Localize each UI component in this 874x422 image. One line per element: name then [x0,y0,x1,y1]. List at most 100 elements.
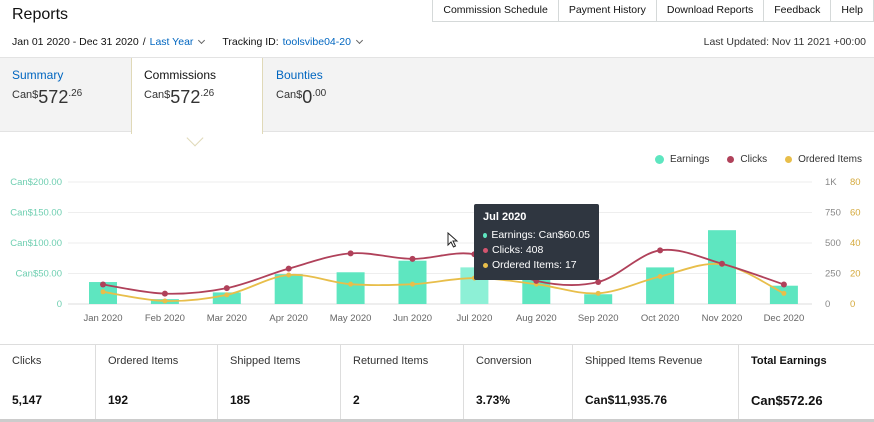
y-right-clicks-tick: 0 [825,299,830,310]
page-title: Reports [12,6,69,23]
payment-history-button[interactable]: Payment History [558,0,657,22]
legend-clicks[interactable]: Clicks [727,154,767,165]
commission-schedule-button[interactable]: Commission Schedule [432,0,559,22]
help-button[interactable]: Help [831,0,874,22]
tooltip-text: Clicks: 408 [492,244,544,256]
legend-label: Ordered Items [798,154,862,165]
clicks-point [657,247,664,254]
amount-cents: .26 [68,88,83,99]
clicks-point [285,265,292,272]
ordered-items-point [781,290,787,296]
ordered-items-point [595,290,601,296]
stat-total-earnings: Total Earnings Can$572.26 [739,345,874,422]
clicks-point [100,281,106,288]
clicks-point [347,250,354,257]
ordered-items-point [286,272,292,278]
ordered-items-point [100,289,106,295]
chevron-down-icon[interactable] [355,36,363,45]
tab-bounties[interactable]: Bounties Can$0.00 [264,58,394,134]
clicks-point [409,255,416,262]
stat-label: Clicks [12,355,42,367]
stat-value: 5,147 [12,393,43,407]
tab-label: Bounties [276,68,323,82]
clicks-line [102,248,785,295]
tooltip-row-clicks: Clicks: 408 [483,244,590,256]
ordered-items-point [410,281,415,287]
tooltip-text: Ordered Items: 17 [492,259,577,271]
amount-cents: .00 [312,88,327,99]
stat-label: Shipped Items Revenue [585,355,703,367]
filter-bar: Jan 01 2020 - Dec 31 2020 / Last Year Tr… [12,36,370,48]
clicks-point [719,260,725,267]
stat-label: Returned Items [353,355,429,367]
y-right-clicks-tick: 1K [825,177,837,188]
period-dropdown[interactable]: Last Year [149,36,194,48]
legend-label: Earnings [669,154,710,165]
top-nav: Commission Schedule Payment History Down… [432,0,874,22]
clicks-point [161,290,168,297]
stat-label: Total Earnings [751,355,827,367]
earnings-dot-icon [483,232,488,238]
tab-commissions[interactable]: Commissions Can$572.26 [131,58,263,134]
clicks-point [780,281,787,288]
x-axis-label: Sep 2020 [578,313,619,324]
ordered-items-swatch [785,156,793,163]
earnings-chart: Can$200.00 1K 80 Can$150.00 750 60 Can$100.00 5… [10,177,861,324]
currency-label: Can$ [12,89,39,101]
stat-value: 3.73% [476,393,511,407]
y-right-clicks-tick: 250 [825,269,841,280]
y-left-tick: Can$100.00 [10,238,62,249]
stats-bar: Clicks 5,147 Ordered Items 192 Shipped I… [0,344,874,422]
clicks-dot-icon [483,247,488,253]
stat-value: Can$11,935.76 [585,393,668,407]
x-axis-label: Dec 2020 [764,313,805,324]
last-updated: Last Updated: Nov 11 2021 +00:00 [703,36,866,48]
ordered-items-point [224,292,230,298]
earnings-bar [646,267,675,304]
chevron-down-icon[interactable] [198,36,206,45]
currency-label: Can$ [144,89,171,101]
ordered-items-point [348,281,354,287]
y-right-clicks-tick: 500 [825,238,841,249]
x-axis-label: Feb 2020 [145,313,185,324]
tooltip-row-earnings: Earnings: Can$60.05 [483,229,590,241]
legend-earnings[interactable]: Earnings [654,154,710,165]
y-left-tick: 0 [57,299,62,310]
y-right-items-tick: 60 [850,208,861,219]
clicks-point [223,285,230,292]
ordered-items-point [657,274,663,280]
amount-whole: 572 [170,87,201,107]
x-axis-label: Jul 2020 [456,313,492,324]
legend-ordered-items[interactable]: Ordered Items [785,154,862,165]
x-axis-label: May 2020 [330,313,372,324]
tracking-id-dropdown[interactable]: toolsvibe04-20 [282,36,351,48]
chart-tooltip: Jul 2020 Earnings: Can$60.05 Clicks: 408… [474,204,599,280]
stat-value: 2 [353,393,360,407]
report-tabs: Summary Can$572.26 Commissions Can$572.2… [0,57,874,134]
y-right-items-tick: 20 [850,269,861,280]
stat-label: Ordered Items [108,355,179,367]
x-axis-label: Apr 2020 [269,313,308,324]
earnings-bar [212,292,241,304]
feedback-button[interactable]: Feedback [764,0,832,22]
stat-value: 192 [108,393,129,407]
date-range: Jan 01 2020 - Dec 31 2020 [12,36,139,48]
x-axis-label: Nov 2020 [702,313,743,324]
tooltip-title: Jul 2020 [483,211,527,223]
tooltip-row-ordered-items: Ordered Items: 17 [483,259,590,271]
stat-returned-items: Returned Items 2 [341,345,464,422]
stat-shipped-items: Shipped Items 185 [218,345,341,422]
stat-label: Conversion [476,355,532,367]
tab-amount: Can$0.00 [276,87,382,108]
clicks-swatch [727,156,735,163]
tab-summary[interactable]: Summary Can$572.26 [0,58,130,134]
download-reports-button[interactable]: Download Reports [656,0,765,22]
stat-value: Can$572.26 [751,393,823,408]
y-right-items-tick: 0 [850,299,855,310]
tab-label: Commissions [144,68,217,82]
ordered-items-point [162,298,168,304]
date-separator: / [142,36,146,48]
x-axis-label: Mar 2020 [207,313,247,324]
y-left-tick: Can$150.00 [10,208,62,219]
earnings-bar [584,294,613,304]
